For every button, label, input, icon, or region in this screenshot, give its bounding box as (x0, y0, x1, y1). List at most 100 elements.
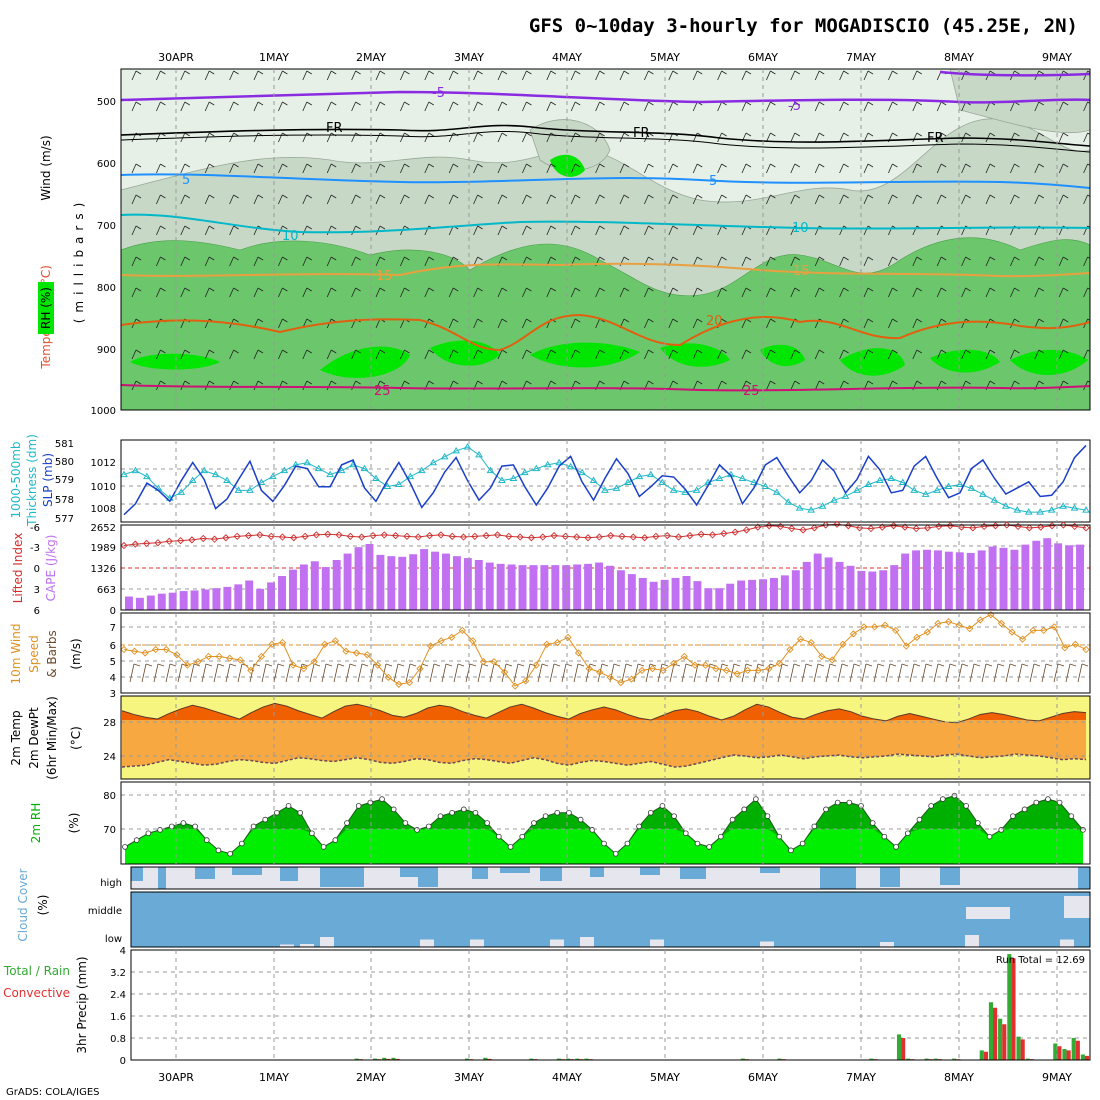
wind10-point (120, 645, 128, 654)
li-point (901, 523, 909, 531)
wind10-point (976, 616, 984, 624)
wind-barb (741, 349, 752, 360)
cape-bar (256, 588, 265, 610)
li-point (708, 531, 717, 539)
wind-barb (766, 163, 776, 174)
wind-barb (400, 194, 410, 205)
precip-total-label: Total / Rain (3, 964, 70, 978)
thickness-point (406, 472, 415, 480)
wind10-barb (201, 663, 213, 683)
cape-bar (955, 552, 964, 610)
wind10-point (321, 640, 329, 648)
wind10-point (130, 647, 139, 655)
midlow-cloud-frame (130, 891, 1091, 948)
wind-barb (790, 256, 801, 267)
li-point (867, 524, 875, 533)
wind-barb (741, 163, 752, 174)
cape-bar (529, 565, 538, 610)
slp-line (123, 444, 1087, 516)
cape-bar (606, 565, 614, 610)
wind10-barb (453, 663, 465, 683)
cape-bar (201, 589, 210, 610)
cape-tick: 663 (97, 585, 116, 596)
thickness-point (692, 486, 701, 493)
li-point (256, 531, 264, 539)
thickness-point (875, 476, 884, 484)
high-cloud-block (1078, 867, 1090, 889)
temp-contour-fr-2 (121, 130, 1090, 153)
thickness-line (123, 446, 1087, 513)
dewpt2m-label: 2m DewPt (27, 707, 41, 769)
wind-barb (253, 70, 264, 81)
wind-barb (619, 70, 630, 81)
wind10-barb (597, 663, 609, 683)
wind-barb (985, 163, 996, 174)
li-point (720, 529, 728, 538)
precip-total-bar (556, 1058, 561, 1060)
wind-barb (204, 225, 215, 236)
rh2m-point (694, 840, 701, 847)
temp2m-unit: (°C) (69, 726, 83, 750)
wind-barb (741, 380, 752, 391)
thickness-point (898, 478, 907, 485)
wind-barb (985, 287, 996, 298)
low-cloud-gap (420, 939, 434, 947)
wind10-barbs-label: & Barbs (45, 630, 59, 678)
contour-label: 5 (709, 174, 717, 189)
wind10-barb (645, 663, 657, 683)
wind-barb (473, 287, 483, 298)
thickness-tick: 581 (55, 439, 74, 450)
cape-bar (1076, 544, 1084, 610)
contour-label: 25 (743, 384, 760, 399)
wind-barb (619, 349, 630, 360)
wind-barb (546, 287, 557, 298)
wind-barb (985, 194, 996, 205)
thickness-point (143, 472, 151, 480)
wind-barb (766, 287, 776, 298)
rh2m-point (881, 833, 888, 840)
rh2m-point (916, 816, 923, 823)
wind-barb (326, 163, 337, 174)
rh2m-point (659, 803, 666, 809)
wind-barb (814, 101, 825, 112)
wind-barb (1083, 256, 1090, 267)
wind10-barb (1077, 663, 1089, 683)
date-label: 3MAY (454, 51, 484, 64)
rh-dark-area (320, 346, 410, 378)
thickness-point (555, 458, 564, 466)
wind-barb (326, 380, 337, 391)
precip-total-bar (906, 1058, 911, 1060)
wind10-point (648, 665, 657, 673)
low-cloud-gap (650, 939, 664, 947)
wind-barb (351, 70, 361, 81)
wind-barb (644, 163, 654, 174)
rh2m-point (869, 820, 876, 826)
date-label: 8MAY (944, 51, 974, 64)
wind10-point (564, 633, 572, 641)
wind-barb (570, 70, 581, 81)
cape-bar (1065, 545, 1074, 610)
cape-bar (573, 564, 582, 610)
wind10-barb (609, 663, 621, 683)
wind10-point (923, 628, 932, 636)
cape-bar (354, 547, 363, 610)
wind-barb (424, 349, 435, 360)
precip-tick: 3.2 (110, 968, 126, 979)
wind-barb (375, 70, 386, 81)
date-label: 6MAY (748, 1071, 778, 1084)
wind-barb (326, 349, 337, 360)
wind-barb (522, 287, 532, 298)
wind-barb (278, 163, 288, 174)
wind-barb (473, 318, 483, 329)
wind-barb (570, 225, 581, 236)
precip-total-bar (896, 1034, 902, 1060)
cloud-level-middle: middle (88, 906, 122, 917)
wind-barb (424, 194, 435, 205)
wind-barb (522, 163, 532, 174)
wind-barb (400, 132, 410, 143)
wind-barb (229, 380, 239, 391)
thickness-point (646, 470, 655, 478)
li-point (482, 531, 490, 540)
wind-barb (888, 349, 898, 360)
wind-barb (570, 318, 581, 329)
